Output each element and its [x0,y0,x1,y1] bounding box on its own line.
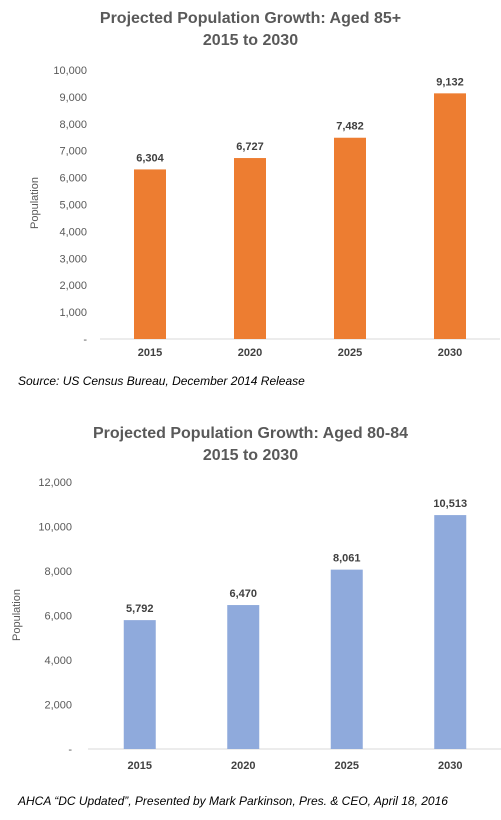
chart-1-title-block: Projected Population Growth: Aged 85+ 20… [0,8,501,52]
chart-2-y-tick-label: - [68,744,72,756]
chart-2-x-tick-label-2030: 2030 [438,760,462,772]
chart-2-title-block: Projected Population Growth: Aged 80-84 … [0,423,501,467]
chart-1-title: Projected Population Growth: Aged 85+ [99,10,402,27]
chart-1-y-tick-label: 9,000 [59,92,87,104]
chart-1-data-label-2020: 6,727 [236,141,264,153]
chart-1-y-tick-label: 8,000 [59,119,87,131]
chart-1-y-axis-label: Population [29,177,41,229]
chart-1-x-tick-label-2020: 2020 [238,347,262,359]
chart-1-bar-2015 [134,169,166,339]
chart-1-y-tick-label: 1,000 [59,307,87,319]
chart-2-subtitle: 2015 to 2030 [202,447,299,464]
chart-2-data-label-2025: 8,061 [333,553,361,565]
chart-2-y-tick-label: 12,000 [38,477,72,489]
chart-2-y-tick-label: 8,000 [44,566,72,578]
chart-1-y-tick-label: 6,000 [59,173,87,185]
chart-1-y-tick-label: 4,000 [59,226,87,238]
chart-2-title: Projected Population Growth: Aged 80-84 [93,425,408,442]
chart-2-y-tick-label: 2,000 [44,700,72,712]
chart-2-plot: - 2,000 4,000 6,000 8,000 10,000 12,000 Populat… [11,477,501,772]
chart-1-bar-2030 [434,93,466,339]
chart-1-subtitle: 2015 to 2030 [202,32,299,49]
chart-1-data-label-2030: 9,132 [436,76,464,88]
chart-2-y-tick-label: 10,000 [38,522,72,534]
chart-1-data-label-2025: 7,482 [336,121,364,133]
chart-1-x-tick-label-2015: 2015 [138,347,162,359]
chart-2-data-label-2030: 10,513 [433,498,467,510]
chart-1-x-tick-label-2025: 2025 [338,347,362,359]
chart-2-y-tick-label: 6,000 [44,611,72,623]
chart-1-y-tick-label: 2,000 [59,280,87,292]
chart-2-x-tick-label-2020: 2020 [231,760,255,772]
chart-2-bar-2025 [330,569,363,749]
chart-1-plot: - 1,000 2,000 3,000 4,000 5,000 6,000 7,000 8,00… [29,65,500,359]
chart-1-data-label-2015: 6,304 [136,152,164,164]
chart-2-bar-2030 [434,515,467,749]
chart-2-source-note: AHCA “DC Updated”, Presented by Mark Par… [18,794,448,808]
chart-2-y-axis-label: Population [11,589,23,641]
chart-1-y-tick-label: 7,000 [59,146,87,158]
chart-2-data-label-2020: 6,470 [229,588,257,600]
chart-1-y-tick-label: 10,000 [53,65,87,77]
chart-1-bar-2025 [334,137,366,339]
chart-2-bar-2020 [227,605,260,749]
chart-1-bar-2020 [234,158,266,339]
chart-2-bar-2015 [123,620,156,749]
chart-1-x-tick-label-2030: 2030 [438,347,462,359]
chart-2-data-label-2015: 5,792 [126,603,154,615]
chart-1-y-tick-label: - [83,334,87,346]
chart-1-source-note: Source: US Census Bureau, December 2014 … [18,374,305,388]
chart-1-y-tick-label: 3,000 [59,253,87,265]
chart-2-x-tick-label-2015: 2015 [128,760,152,772]
chart-2-y-tick-label: 4,000 [44,655,72,667]
chart-2-x-tick-label-2025: 2025 [335,760,359,772]
chart-1-y-tick-label: 5,000 [59,200,87,212]
